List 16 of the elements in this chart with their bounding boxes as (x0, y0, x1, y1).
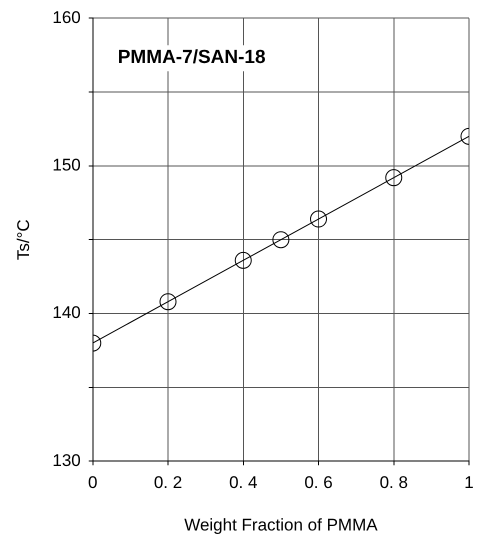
x-axis-title: Weight Fraction of PMMA (184, 515, 378, 534)
annotation: PMMA-7/SAN-18 (118, 46, 266, 68)
y-tick-label: 150 (52, 156, 81, 175)
x-tick-label: 0. 4 (229, 473, 258, 492)
x-tick-label: 0. 8 (380, 473, 408, 492)
y-tick-label: 140 (52, 303, 81, 322)
y-tick-label: 160 (52, 8, 81, 27)
point (310, 210, 328, 228)
x-tick-label: 0. 6 (304, 473, 333, 492)
y-tick-label: 130 (52, 450, 81, 470)
point (272, 231, 290, 248)
y-axis-title: Ts/°C (14, 219, 33, 260)
x-tick-label: 0 (88, 473, 98, 492)
x-tick-label: 0. 2 (154, 473, 182, 492)
x-tick-label: 1 (464, 473, 474, 492)
point (234, 252, 252, 269)
